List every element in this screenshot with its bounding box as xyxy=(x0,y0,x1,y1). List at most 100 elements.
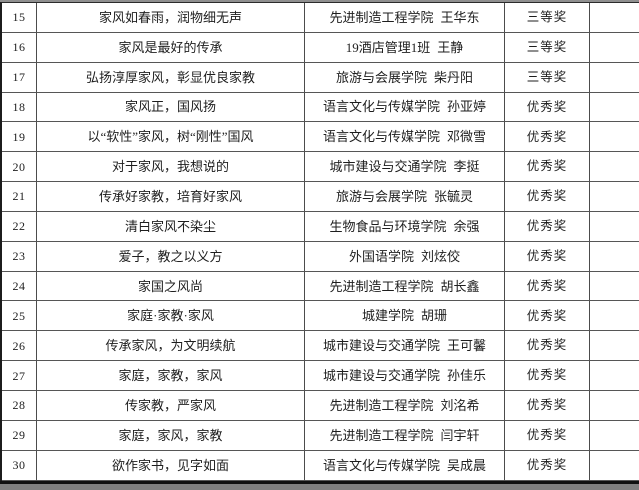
entrant-name-text: 胡长鑫 xyxy=(440,278,480,294)
entrant-name-text: 李挺 xyxy=(453,159,480,175)
essay-title-cell: 爱子，教之以义方 xyxy=(37,241,305,272)
essay-title-cell: 弘扬淳厚家风，彰显优良家教 xyxy=(37,62,305,93)
essay-title-cell: 传家教，严家风 xyxy=(37,390,305,421)
serial-number-cell: 17 xyxy=(2,62,37,93)
essay-title-cell: 家风是最好的传承 xyxy=(37,32,305,63)
award-level-cell: 优秀奖 xyxy=(505,241,590,272)
affiliation-name-cell: 旅游与会展学院 张毓灵 xyxy=(305,182,505,212)
award-level-cell: 三等奖 xyxy=(505,62,590,93)
affiliation-text: 先进制造工程学院 xyxy=(329,9,434,25)
affiliation-name-cell: 城市建设与交通学院 李挺 xyxy=(305,152,505,183)
essay-title-cell: 家庭，家教，家风 xyxy=(37,361,305,391)
essay-title-cell: 传承好家教，培育好家风 xyxy=(37,182,305,212)
award-level-cell: 优秀奖 xyxy=(505,271,590,302)
entrant-name-text: 张毓灵 xyxy=(434,188,474,204)
serial-number-cell: 20 xyxy=(2,152,37,183)
affiliation-text: 外国语学院 xyxy=(348,248,414,264)
award-level-cell: 优秀奖 xyxy=(505,122,590,153)
award-level-cell: 优秀奖 xyxy=(505,450,590,481)
empty-cell xyxy=(590,63,639,93)
serial-number-cell: 21 xyxy=(2,182,37,212)
award-level-cell: 优秀奖 xyxy=(505,301,590,332)
award-level-cell: 三等奖 xyxy=(505,32,590,63)
affiliation-text: 19酒店管理1班 xyxy=(345,39,431,55)
essay-title-cell: 家国之风尚 xyxy=(37,271,305,302)
affiliation-name-cell: 外国语学院 刘炫佼 xyxy=(305,241,505,272)
empty-cell xyxy=(590,451,639,481)
affiliation-name-cell: 生物食品与环境学院 余强 xyxy=(305,211,505,242)
affiliation-name-cell: 城市建设与交通学院 王可馨 xyxy=(305,331,505,362)
award-results-table: 15 家风如春雨，润物细无声 先进制造工程学院 王华东 三等奖 16 家风是最好的传承 19酒… xyxy=(0,2,639,481)
award-level-cell: 优秀奖 xyxy=(505,211,590,242)
affiliation-name-cell: 城市建设与交通学院 孙佳乐 xyxy=(305,361,505,391)
affiliation-name-cell: 语言文化与传媒学院 吴成晨 xyxy=(305,450,505,481)
empty-cell xyxy=(590,212,639,242)
affiliation-text: 先进制造工程学院 xyxy=(329,397,434,413)
entrant-name-text: 刘炫佼 xyxy=(421,248,461,264)
empty-cell xyxy=(590,182,639,212)
affiliation-name-cell: 先进制造工程学院 闫宇轩 xyxy=(305,420,505,451)
serial-number-cell: 24 xyxy=(2,271,37,302)
serial-number-cell: 30 xyxy=(2,450,37,481)
affiliation-name-cell: 先进制造工程学院 王华东 xyxy=(305,3,505,33)
affiliation-text: 城市建设与交通学院 xyxy=(329,159,447,175)
award-level-cell: 三等奖 xyxy=(505,3,590,33)
essay-title-cell: 家庭，家风，家教 xyxy=(37,420,305,451)
award-level-cell: 优秀奖 xyxy=(505,361,590,391)
bottom-edge xyxy=(0,483,639,490)
award-level-cell: 优秀奖 xyxy=(505,390,590,421)
affiliation-name-cell: 语言文化与传媒学院 邓微雪 xyxy=(305,122,505,153)
award-level-cell: 优秀奖 xyxy=(505,331,590,362)
entrant-name-text: 胡珊 xyxy=(421,308,448,324)
entrant-name-text: 余强 xyxy=(453,218,480,234)
entrant-name-text: 刘洺希 xyxy=(440,397,480,413)
empty-cell xyxy=(590,242,639,272)
award-level-cell: 优秀奖 xyxy=(505,152,590,183)
serial-number-cell: 16 xyxy=(2,32,37,63)
entrant-name-text: 王华东 xyxy=(440,9,480,25)
affiliation-text: 先进制造工程学院 xyxy=(329,278,434,294)
empty-cell xyxy=(590,93,639,123)
award-level-cell: 优秀奖 xyxy=(505,182,590,212)
award-level-cell: 优秀奖 xyxy=(505,420,590,451)
essay-title-cell: 家风正，国风扬 xyxy=(37,92,305,123)
top-edge xyxy=(0,0,639,2)
empty-cell xyxy=(590,3,639,33)
essay-title-cell: 家庭·家教·家风 xyxy=(37,301,305,332)
serial-number-cell: 28 xyxy=(2,390,37,421)
affiliation-name-cell: 先进制造工程学院 胡长鑫 xyxy=(305,271,505,302)
affiliation-text: 语言文化与传媒学院 xyxy=(322,99,440,115)
serial-number-cell: 25 xyxy=(2,301,37,332)
affiliation-text: 旅游与会展学院 xyxy=(335,69,427,85)
entrant-name-text: 孙亚婷 xyxy=(447,99,487,115)
entrant-name-text: 吴成晨 xyxy=(447,457,487,473)
affiliation-text: 城市建设与交通学院 xyxy=(322,368,440,384)
empty-cell xyxy=(590,122,639,153)
entrant-name-text: 闫宇轩 xyxy=(440,427,480,443)
serial-number-cell: 22 xyxy=(2,211,37,242)
affiliation-name-cell: 19酒店管理1班 王静 xyxy=(305,32,505,63)
empty-cell xyxy=(590,301,639,332)
entrant-name-text: 王静 xyxy=(437,39,464,55)
affiliation-name-cell: 城建学院 胡珊 xyxy=(305,301,505,332)
serial-number-cell: 23 xyxy=(2,241,37,272)
serial-number-cell: 15 xyxy=(2,3,37,33)
affiliation-text: 语言文化与传媒学院 xyxy=(322,129,440,145)
table-bottom-border xyxy=(0,480,639,484)
essay-title-cell: 清白家风不染尘 xyxy=(37,211,305,242)
affiliation-text: 旅游与会展学院 xyxy=(335,188,427,204)
award-level-cell: 优秀奖 xyxy=(505,92,590,123)
empty-cell xyxy=(590,33,639,63)
serial-number-cell: 27 xyxy=(2,361,37,391)
entrant-name-text: 邓微雪 xyxy=(447,129,487,145)
affiliation-text: 城建学院 xyxy=(361,308,414,324)
entrant-name-text: 孙佳乐 xyxy=(447,368,487,384)
empty-cell xyxy=(590,272,639,302)
serial-number-cell: 29 xyxy=(2,420,37,451)
entrant-name-text: 柴丹阳 xyxy=(434,69,474,85)
essay-title-cell: 传承家风，为文明续航 xyxy=(37,331,305,362)
empty-cell xyxy=(590,331,639,362)
serial-number-cell: 18 xyxy=(2,92,37,123)
affiliation-text: 先进制造工程学院 xyxy=(329,427,434,443)
essay-title-cell: 欲作家书，见字如面 xyxy=(37,450,305,481)
